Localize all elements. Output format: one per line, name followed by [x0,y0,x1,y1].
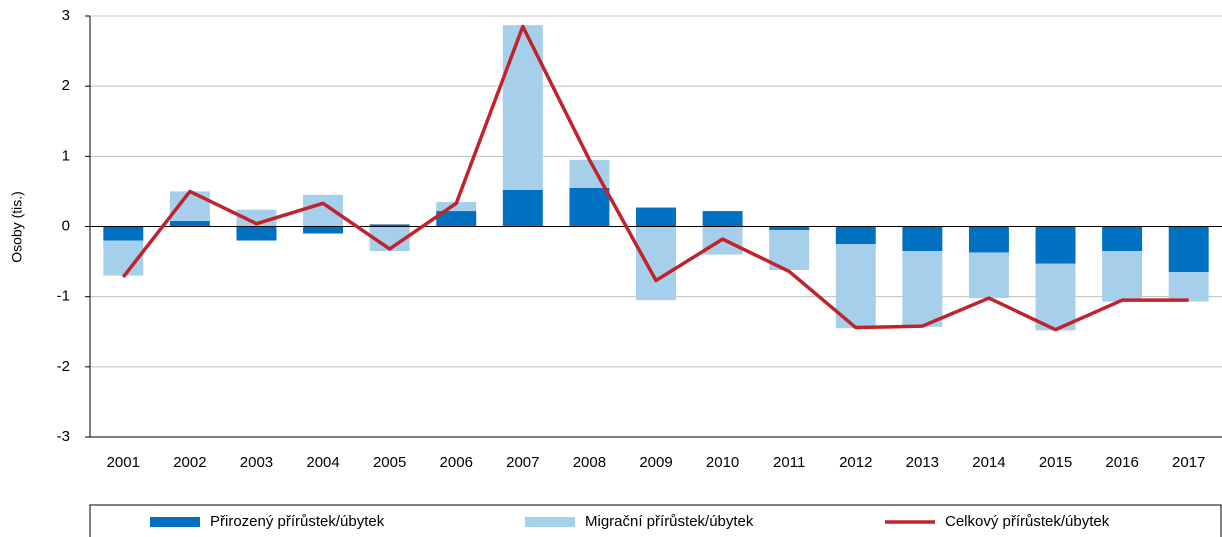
bar [236,226,277,241]
bar [169,220,210,227]
bar [968,226,1009,253]
bar [103,226,144,241]
bar [636,207,676,227]
y-tick-label: -2 [57,358,70,375]
x-tick-label: 2006 [440,454,473,471]
bar [1168,272,1209,302]
legend-label: Přirozený přírůstek/úbytek [210,513,385,530]
x-tick-label: 2014 [972,454,1005,471]
x-tick-label: 2003 [240,454,273,471]
bar [636,226,676,301]
x-tick-label: 2017 [1172,454,1205,471]
bar [436,211,477,227]
bar [436,201,477,212]
bar [1102,251,1143,302]
x-tick-label: 2013 [906,454,939,471]
bar [303,226,344,234]
y-tick-label: -3 [57,428,70,445]
legend-box [89,504,1222,537]
legend-label: Migrační přírůstek/úbytek [585,513,754,530]
bar [835,226,876,245]
x-tick-label: 2004 [306,454,339,471]
bar [1102,226,1143,252]
bar [169,191,210,221]
bar [902,226,943,252]
x-tick-label: 2007 [506,454,539,471]
legend-label: Celkový přírůstek/úbytek [945,513,1110,530]
y-tick-label: -1 [57,288,70,305]
y-axis-label: Osoby (tis.) [9,191,25,263]
bar [502,190,543,227]
y-tick-label: 0 [62,217,70,234]
x-tick-label: 2011 [773,454,805,471]
y-tick-label: 2 [62,77,70,94]
x-tick-label: 2012 [839,454,872,471]
x-tick-label: 2005 [373,454,406,471]
bar [902,251,943,327]
bar [303,194,344,227]
legend-swatch [525,517,575,527]
bar [1035,226,1076,264]
bar [702,211,743,227]
bar [1035,263,1076,331]
bar [569,187,610,227]
x-tick-label: 2010 [706,454,739,471]
x-tick-label: 2002 [173,454,206,471]
bar [369,224,410,227]
x-tick-label: 2016 [1105,454,1138,471]
line [121,24,1189,332]
bar [968,252,1009,299]
x-tick-label: 2015 [1039,454,1072,471]
legend-swatch [150,517,200,527]
y-tick-label: 1 [62,147,70,164]
x-tick-label: 2008 [573,454,606,471]
bar [1168,226,1209,273]
x-tick-label: 2009 [639,454,672,471]
bar [502,25,543,191]
bar [769,226,810,231]
x-tick-label: 2001 [107,454,140,471]
y-tick-label: 3 [62,7,70,24]
